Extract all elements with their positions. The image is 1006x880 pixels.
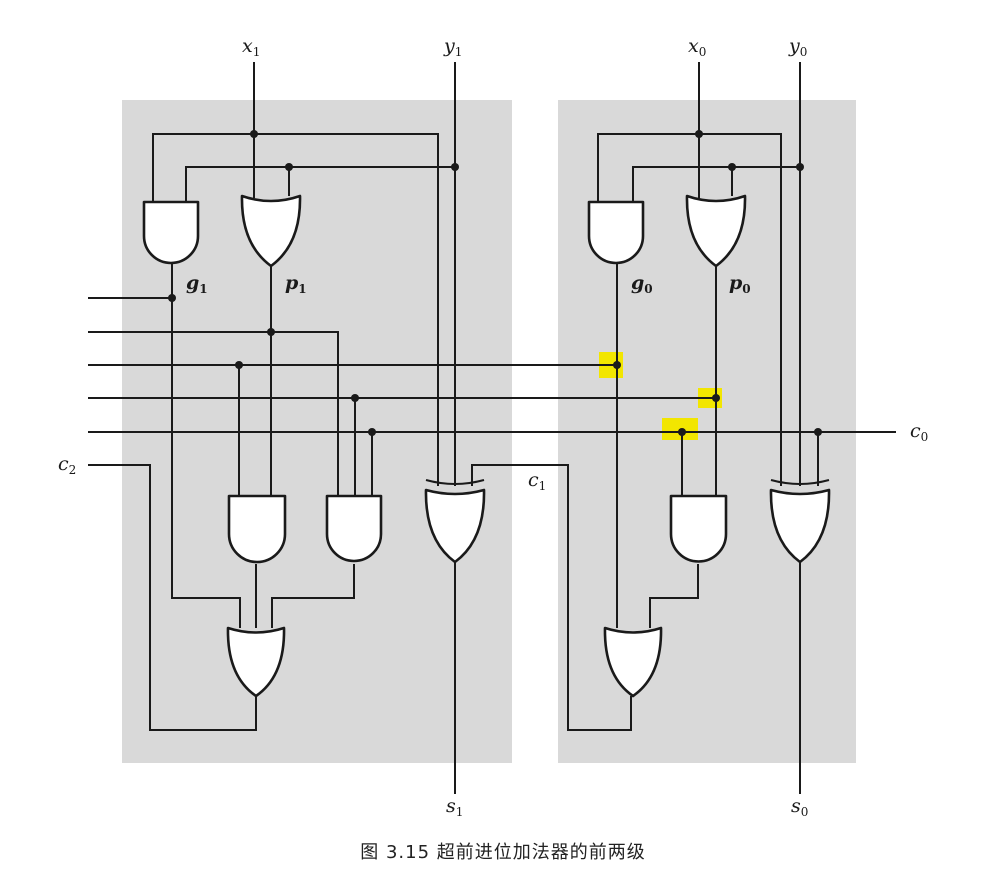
label-y1: y1 [443,35,462,59]
and-gate-p1-g0 [227,494,287,564]
or-gate-p0 [685,194,747,268]
label-g1: g1 [186,272,208,296]
label-c0: c0 [910,420,928,444]
and-gate-g0 [587,200,645,265]
and-gate-g1 [142,200,200,265]
label-p0: p0 [729,272,751,296]
label-x0: x0 [688,35,706,59]
label-c2: c2 [58,453,76,477]
xor-gate-s0 [769,488,831,564]
gates [142,194,831,698]
and-gate-p1-p0-c0 [325,494,383,563]
xor-gate-s1-back [425,479,485,485]
and-gate-p0-c0 [669,494,728,563]
label-g0: g0 [631,272,653,296]
or-gate-c2 [226,626,286,698]
label-s1: s1 [446,795,463,819]
label-y0: y0 [788,35,807,59]
or-gate-p1 [240,194,302,268]
or-gate-c1 [603,626,663,698]
label-c1: c1 [528,469,546,493]
figure-caption: 图 3.15 超前进位加法器的前两级 [360,842,646,863]
xor-gate-s0-back [770,479,830,485]
label-p1: p1 [285,272,307,296]
label-s0: s0 [791,795,808,819]
wires [88,62,896,794]
xor-gate-s1 [424,488,486,564]
junctions [168,130,822,436]
label-x1: x1 [242,35,260,59]
